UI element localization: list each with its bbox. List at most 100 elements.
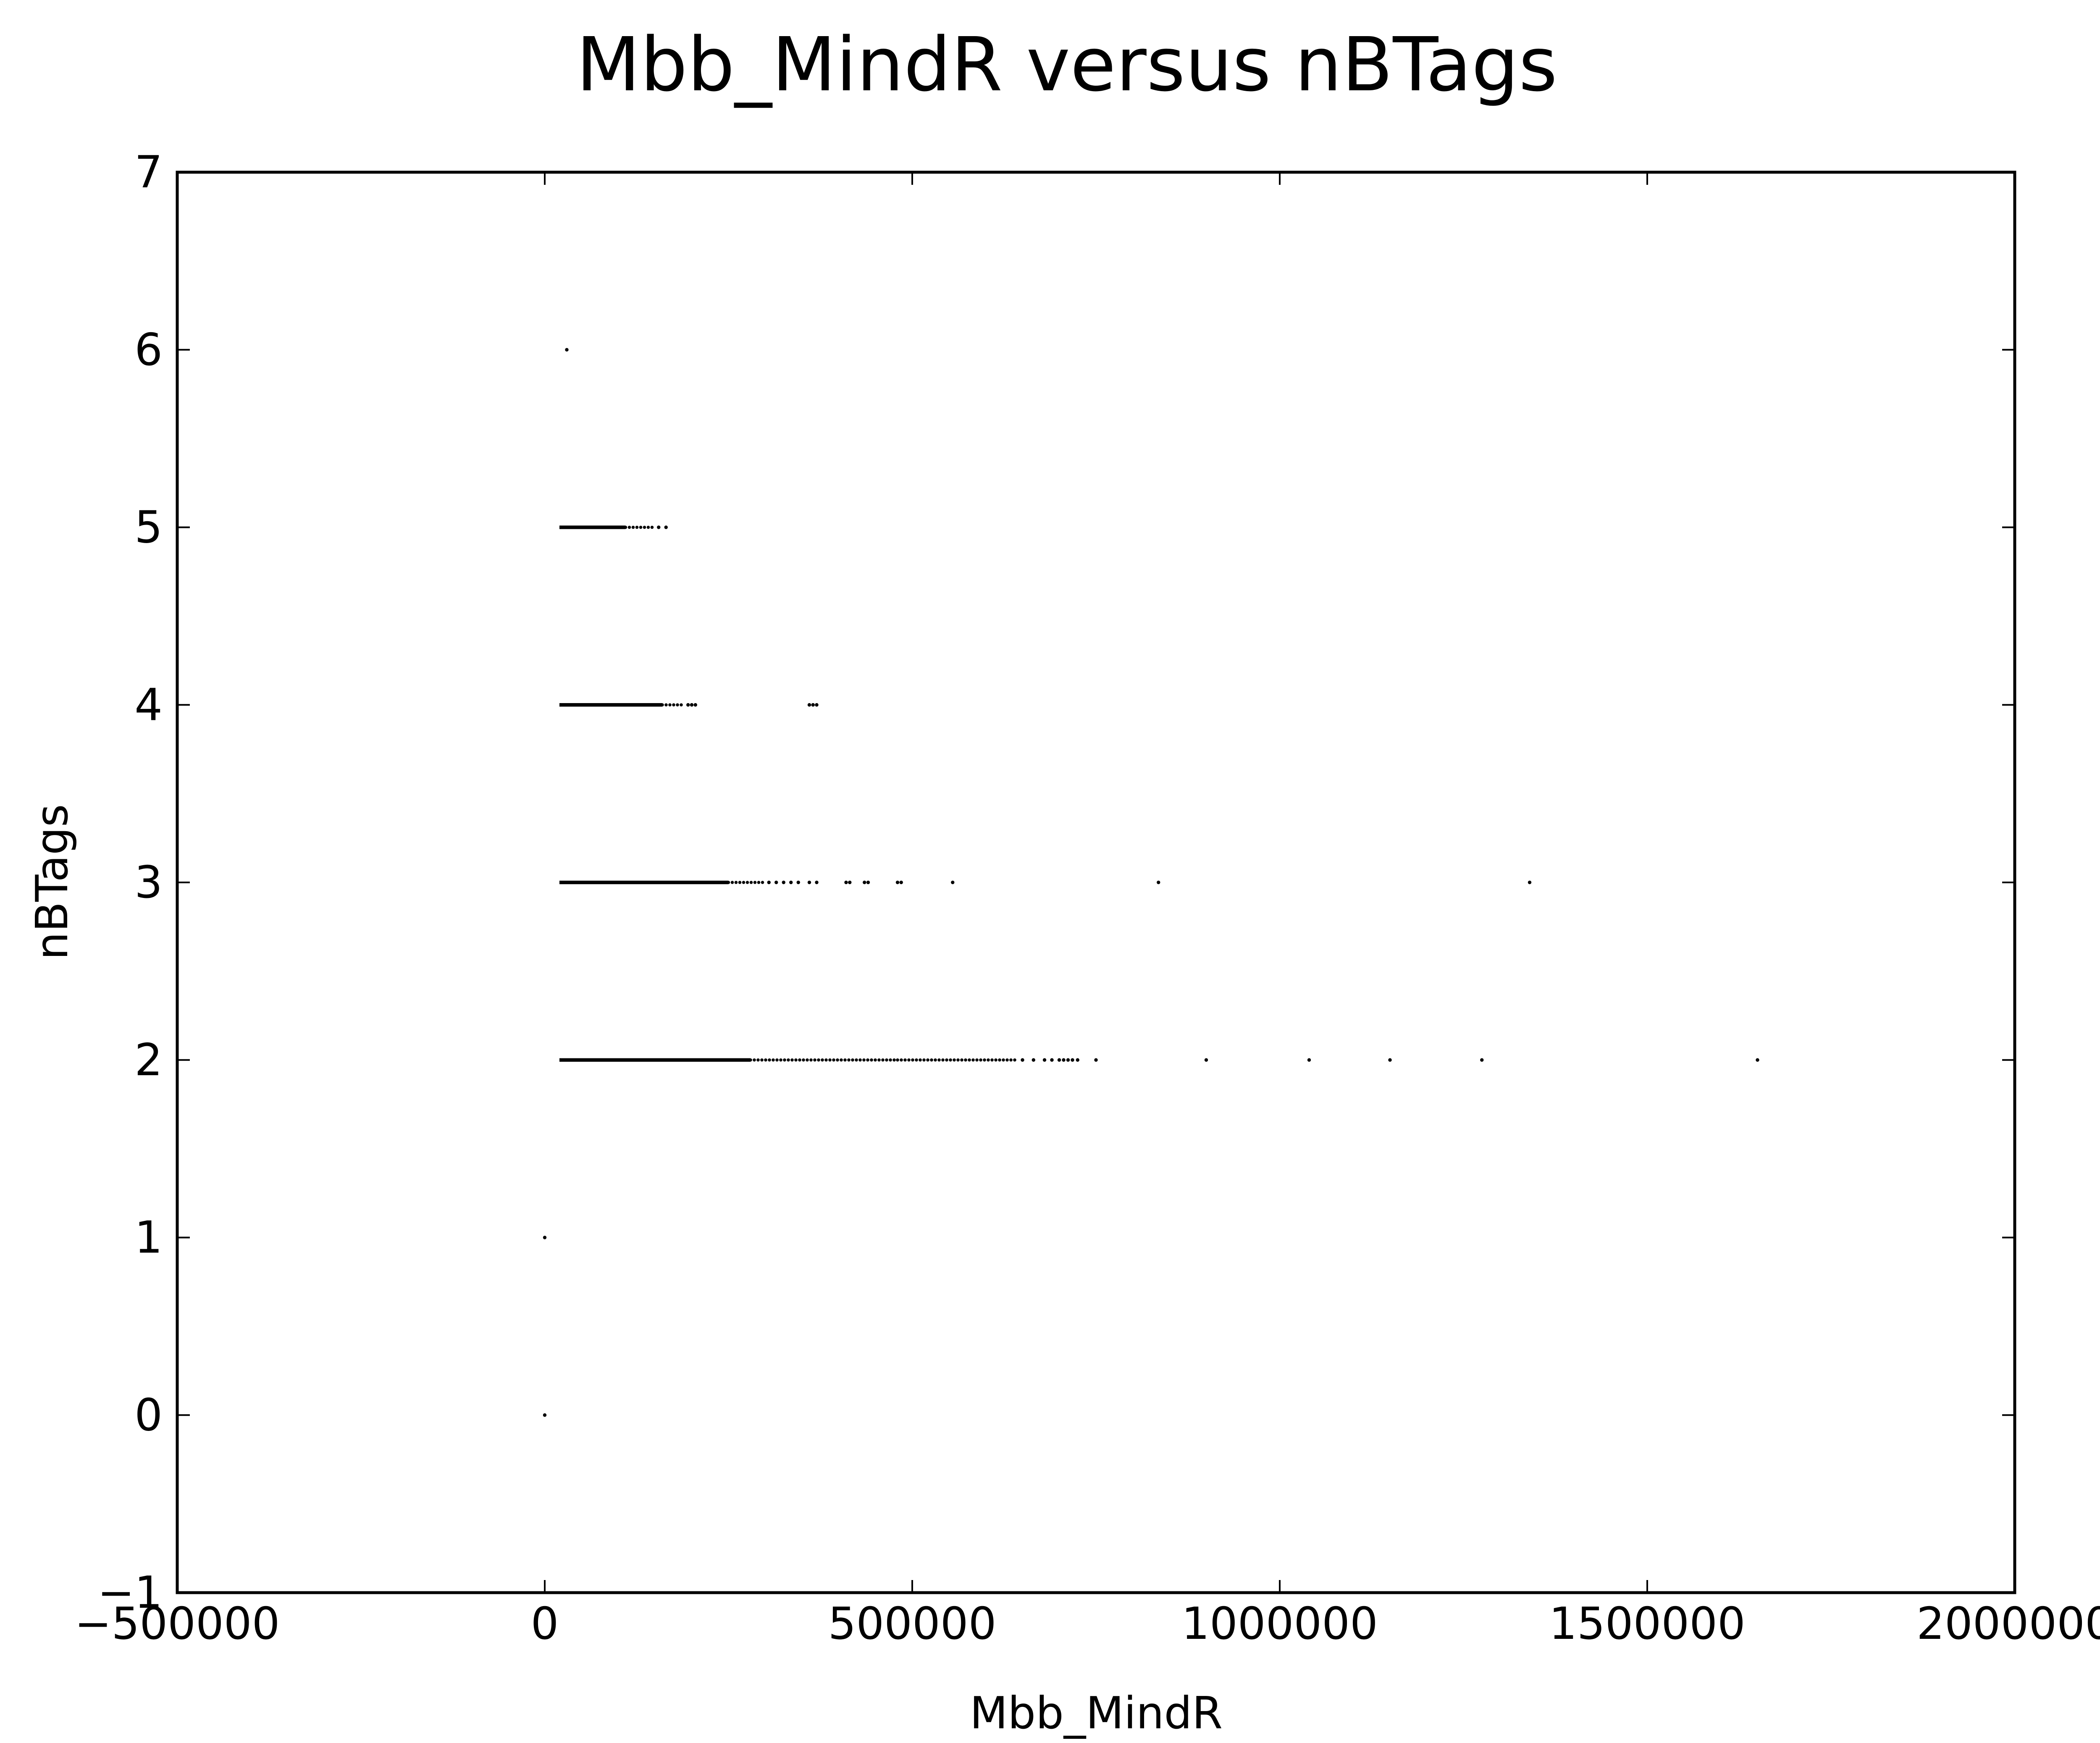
data-point bbox=[987, 1058, 990, 1062]
data-point bbox=[990, 1058, 994, 1062]
data-point bbox=[657, 525, 661, 529]
x-tick-label: −500000 bbox=[75, 1598, 280, 1649]
dense-point-band bbox=[559, 880, 729, 885]
data-point bbox=[772, 1058, 775, 1062]
data-point bbox=[680, 703, 683, 707]
data-point bbox=[843, 1058, 847, 1062]
dense-point-band bbox=[559, 1058, 751, 1062]
y-tick-labels: −1 0 1 2 3 4 5 6 7 bbox=[97, 147, 163, 1618]
data-point bbox=[858, 1058, 862, 1062]
data-point bbox=[817, 1058, 820, 1062]
data-point bbox=[646, 525, 650, 529]
data-point bbox=[796, 880, 800, 885]
data-point bbox=[956, 1058, 960, 1062]
data-point bbox=[994, 1058, 998, 1062]
data-point bbox=[761, 881, 764, 884]
data-point bbox=[631, 525, 635, 529]
data-point bbox=[807, 880, 811, 885]
x-tick-label: 0 bbox=[531, 1598, 559, 1649]
y-tick-label: 4 bbox=[134, 679, 163, 730]
data-point bbox=[930, 1058, 933, 1062]
data-point bbox=[627, 525, 631, 529]
y-tick-label: 3 bbox=[134, 857, 163, 908]
data-point bbox=[889, 1058, 892, 1062]
data-point bbox=[1204, 1058, 1208, 1062]
data-point bbox=[941, 1058, 945, 1062]
x-axis-label: Mbb_MindR bbox=[970, 1688, 1223, 1739]
data-point bbox=[885, 1058, 888, 1062]
data-point bbox=[903, 1058, 907, 1062]
data-point bbox=[1013, 1058, 1016, 1062]
x-tick-label: 1000000 bbox=[1181, 1598, 1378, 1649]
data-point bbox=[1157, 880, 1160, 885]
data-point bbox=[668, 703, 672, 707]
data-point bbox=[877, 1058, 881, 1062]
data-point bbox=[746, 881, 749, 884]
data-point bbox=[949, 1058, 952, 1062]
data-point bbox=[874, 1058, 877, 1062]
data-point bbox=[787, 1058, 790, 1062]
data-point bbox=[624, 525, 627, 529]
y-tick-label: 0 bbox=[134, 1389, 163, 1441]
data-point bbox=[953, 1058, 956, 1062]
data-point bbox=[907, 1058, 911, 1062]
data-point bbox=[768, 1058, 771, 1062]
data-point bbox=[1005, 1058, 1009, 1062]
data-point bbox=[742, 881, 746, 884]
data-point bbox=[774, 880, 778, 885]
data-point bbox=[979, 1058, 982, 1062]
data-point bbox=[832, 1058, 835, 1062]
data-point bbox=[543, 1236, 547, 1239]
data-point bbox=[760, 1058, 764, 1062]
data-point bbox=[975, 1058, 979, 1062]
y-tick-label: 5 bbox=[134, 502, 163, 553]
data-point bbox=[945, 1058, 948, 1062]
data-point bbox=[1480, 1058, 1484, 1062]
dense-point-band bbox=[559, 525, 626, 529]
data-point bbox=[951, 880, 955, 885]
data-point bbox=[815, 880, 819, 885]
data-point bbox=[836, 1058, 839, 1062]
data-point bbox=[767, 880, 771, 885]
data-point bbox=[964, 1058, 967, 1062]
data-point bbox=[821, 1058, 824, 1062]
y-tick-label: 6 bbox=[134, 324, 163, 375]
data-point bbox=[1021, 1058, 1024, 1062]
y-tick-label: −1 bbox=[97, 1567, 163, 1618]
data-point bbox=[738, 881, 742, 884]
data-point bbox=[892, 1058, 896, 1062]
data-point bbox=[960, 1058, 963, 1062]
data-point bbox=[1076, 1058, 1079, 1062]
data-point bbox=[1042, 1058, 1047, 1062]
data-point bbox=[847, 1058, 850, 1062]
data-point bbox=[895, 880, 900, 885]
data-point bbox=[848, 880, 852, 885]
data-point bbox=[807, 703, 811, 707]
data-point bbox=[686, 703, 690, 707]
data-point bbox=[919, 1058, 922, 1062]
data-point bbox=[824, 1058, 828, 1062]
data-point bbox=[934, 1058, 937, 1062]
data-point bbox=[1756, 1058, 1759, 1062]
data-point bbox=[749, 1058, 752, 1062]
data-point bbox=[1094, 1058, 1098, 1062]
plot-area: −500000 0 500000 1000000 1500000 2000000 −1 0 1… bbox=[75, 147, 2100, 1649]
data-point bbox=[734, 881, 738, 884]
data-point bbox=[1071, 1058, 1074, 1062]
data-point bbox=[749, 881, 753, 884]
data-point bbox=[911, 1058, 914, 1062]
data-point bbox=[806, 1058, 809, 1062]
data-point bbox=[1002, 1058, 1005, 1062]
data-point bbox=[794, 1058, 798, 1062]
x-tick-labels: −500000 0 500000 1000000 1500000 2000000 bbox=[75, 1598, 2100, 1649]
data-point bbox=[643, 525, 646, 529]
data-point bbox=[1307, 1058, 1311, 1062]
data-point bbox=[639, 525, 643, 529]
data-point bbox=[998, 1058, 1001, 1062]
data-point bbox=[802, 1058, 805, 1062]
data-point bbox=[900, 1058, 903, 1062]
y-tick-label: 2 bbox=[134, 1034, 163, 1086]
data-point bbox=[753, 881, 757, 884]
data-point bbox=[1066, 1058, 1070, 1062]
